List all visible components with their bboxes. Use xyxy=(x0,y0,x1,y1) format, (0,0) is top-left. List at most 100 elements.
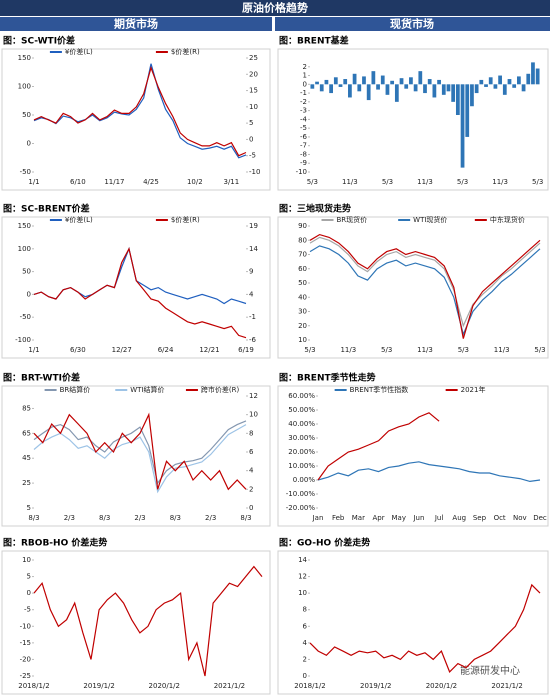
y-tick-label: 40 xyxy=(298,293,307,301)
watermark: 能源研发中心 xyxy=(460,664,520,677)
chart-title: 图：BRENT季节性走势 xyxy=(279,372,376,384)
panel-frame xyxy=(277,385,549,527)
legend-label: BR结算价 xyxy=(60,385,91,394)
bar xyxy=(324,79,329,85)
y-tick-label: -5 xyxy=(24,606,31,614)
bar xyxy=(446,84,451,92)
column-bar xyxy=(0,17,272,31)
y-tick-label: 50 xyxy=(22,268,31,276)
y-tick-label: 10 xyxy=(298,589,307,597)
y-tick-label: 150 xyxy=(18,222,31,230)
y-tick-label: 10 xyxy=(298,336,307,344)
bar xyxy=(376,84,380,90)
y2-tick-label: -10 xyxy=(249,168,260,176)
chart-title: 图：BRENT基差 xyxy=(279,35,349,47)
y-tick-label: -4 xyxy=(300,115,308,123)
x-tick-label: Sep xyxy=(473,514,487,522)
bar xyxy=(451,84,456,102)
y-tick-label: -10.00% xyxy=(286,490,316,498)
x-tick-label: Jun xyxy=(412,514,424,522)
x-tick-label: 2021/1/2 xyxy=(214,682,245,690)
y-tick-label: 14 xyxy=(298,556,307,564)
y-tick-label: 40.00% xyxy=(288,420,315,428)
x-tick-label: 8/3 xyxy=(170,514,181,522)
x-tick-label: 5/3 xyxy=(458,346,469,354)
bar xyxy=(394,84,399,102)
y-tick-label: 70 xyxy=(298,251,307,259)
bar xyxy=(460,84,465,168)
y-tick-label: 2 xyxy=(303,63,307,71)
y-tick-label: 50 xyxy=(298,279,307,287)
legend-label: WTI结算价 xyxy=(130,385,164,394)
bar xyxy=(455,84,460,115)
legend-label: WTI现货价 xyxy=(413,215,447,224)
bar xyxy=(418,71,423,85)
x-tick-label: Jul xyxy=(434,514,444,522)
bar xyxy=(404,84,409,89)
y-tick-label: 0.00% xyxy=(293,476,316,484)
x-tick-label: 8/3 xyxy=(28,514,39,522)
panel-frame xyxy=(277,48,549,191)
bar xyxy=(385,84,390,95)
y2-tick-label: 0 xyxy=(249,504,253,512)
bar xyxy=(531,62,535,85)
x-tick-label: 2021/1/2 xyxy=(491,682,522,690)
y-tick-label: 60 xyxy=(298,265,307,273)
y-tick-label: -10 xyxy=(296,168,307,176)
y-tick-label: 30 xyxy=(298,308,307,316)
y-tick-label: 20 xyxy=(298,322,307,330)
y2-tick-label: 10 xyxy=(249,411,258,419)
x-tick-label: 2018/1/2 xyxy=(18,682,49,690)
x-tick-label: 2/3 xyxy=(64,514,75,522)
y-tick-label: 25 xyxy=(22,479,31,487)
y-tick-label: 10 xyxy=(22,556,31,564)
bar xyxy=(441,84,446,95)
x-tick-label: Nov xyxy=(513,514,527,522)
bar xyxy=(380,75,385,85)
legend-label: ¥价差(L) xyxy=(65,47,93,56)
bar xyxy=(371,71,376,85)
bar xyxy=(399,78,404,85)
bar xyxy=(343,79,348,85)
bar xyxy=(427,79,432,85)
x-tick-label: 11/3 xyxy=(340,346,356,354)
x-tick-label: 5/3 xyxy=(534,346,545,354)
x-tick-label: 10/2 xyxy=(187,178,203,186)
bar xyxy=(517,76,521,85)
y2-tick-label: 9 xyxy=(249,268,253,276)
x-tick-label: 8/3 xyxy=(240,514,251,522)
bar xyxy=(319,84,324,92)
y-tick-label: 0 xyxy=(27,290,31,298)
x-tick-label: 11/17 xyxy=(104,178,124,186)
y2-tick-label: 10 xyxy=(249,103,258,111)
y2-tick-label: 12 xyxy=(249,392,258,400)
y-tick-label: -7 xyxy=(300,142,307,150)
legend-label: 2021年 xyxy=(461,385,486,394)
series-line xyxy=(309,583,541,673)
y-tick-label: 85 xyxy=(22,404,31,412)
x-tick-label: 11/3 xyxy=(417,346,433,354)
y2-tick-label: 2 xyxy=(249,485,253,493)
series-line xyxy=(33,246,247,305)
y-tick-label: 20.00% xyxy=(288,448,315,456)
y-tick-label: -50 xyxy=(20,313,31,321)
y2-tick-label: 0 xyxy=(249,135,253,143)
x-tick-label: Jan xyxy=(312,514,324,522)
chart-title: 图：SC-BRENT价差 xyxy=(3,203,90,215)
x-tick-label: 2020/1/2 xyxy=(426,682,457,690)
chart-title: 图：SC-WTI价差 xyxy=(3,35,75,47)
bar xyxy=(413,84,418,92)
x-tick-label: 6/30 xyxy=(70,346,86,354)
legend-label: BRENT季节性指数 xyxy=(350,385,409,394)
x-tick-label: 5/3 xyxy=(382,178,393,186)
y-tick-label: 65 xyxy=(22,429,31,437)
x-tick-label: 1/1 xyxy=(28,178,39,186)
x-tick-label: 2018/1/2 xyxy=(294,682,325,690)
y-tick-label: 60.00% xyxy=(288,392,315,400)
legend-label: $价差(R) xyxy=(171,215,200,224)
bar xyxy=(484,84,488,87)
x-tick-label: 12/21 xyxy=(199,346,219,354)
x-tick-label: 2/3 xyxy=(205,514,216,522)
y-tick-label: -1 xyxy=(300,89,307,97)
